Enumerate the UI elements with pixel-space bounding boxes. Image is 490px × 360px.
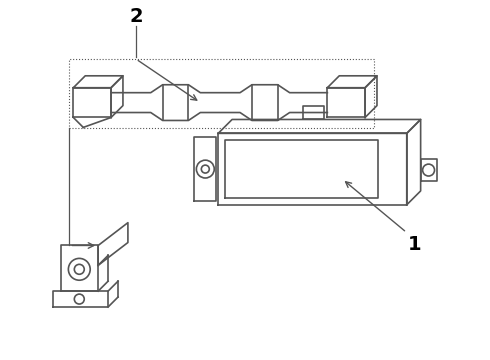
Circle shape bbox=[74, 264, 84, 274]
Text: 1: 1 bbox=[408, 235, 421, 254]
Circle shape bbox=[201, 165, 209, 173]
Text: 2: 2 bbox=[129, 7, 143, 26]
Circle shape bbox=[69, 258, 90, 280]
Circle shape bbox=[196, 160, 214, 178]
Circle shape bbox=[422, 164, 435, 176]
Circle shape bbox=[74, 294, 84, 304]
